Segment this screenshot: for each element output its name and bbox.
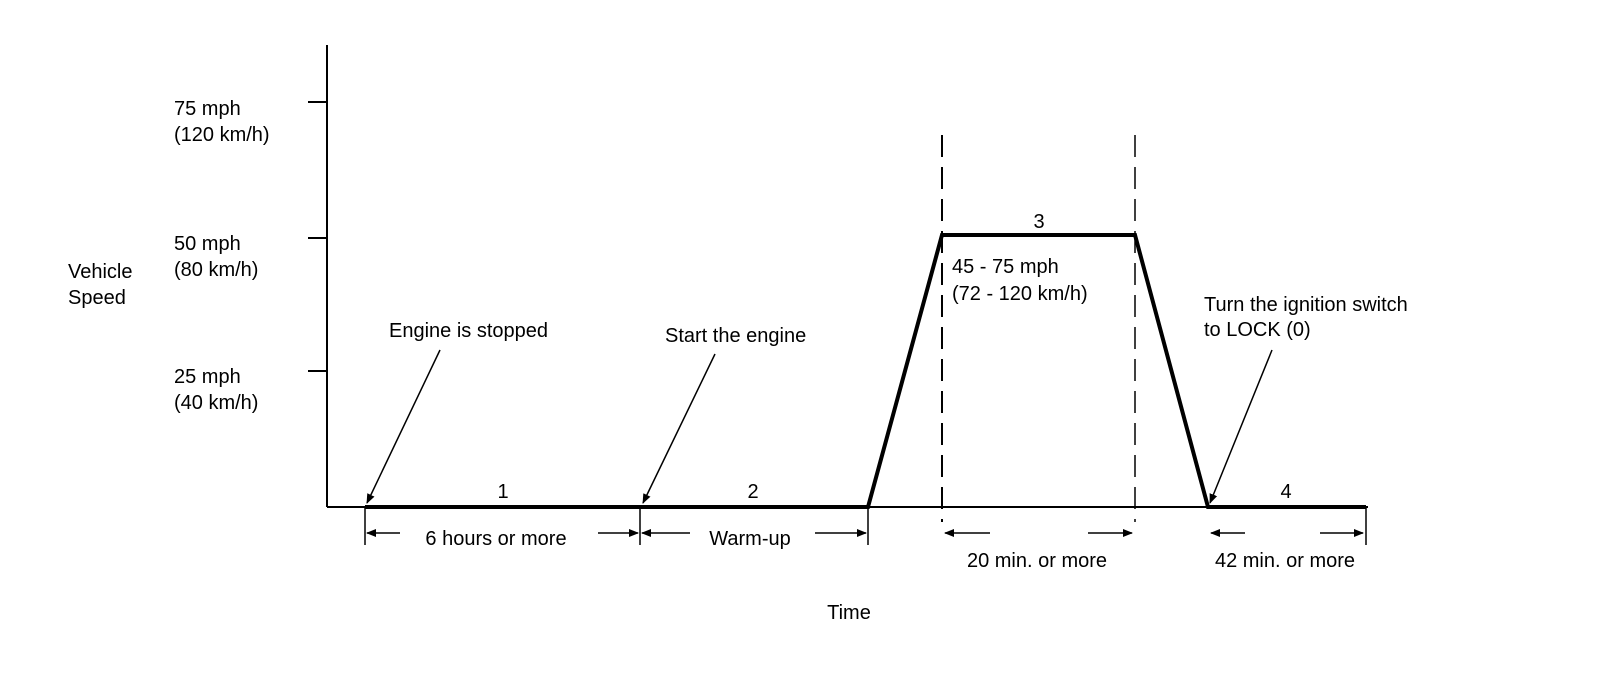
y-tick-label-75-mph: 75 mph (174, 98, 241, 120)
phase-4-number: 4 (1280, 481, 1291, 503)
y-axis-title-line2: Speed (68, 287, 126, 309)
y-tick-label-25-mph: 25 mph (174, 366, 241, 388)
speed-profile-line (365, 233, 1366, 509)
callout-engine-stopped: Engine is stopped (389, 320, 548, 342)
phase-3-speed-mph: 45 - 75 mph (952, 256, 1059, 278)
callout-ignition-line1: Turn the ignition switch (1204, 294, 1408, 316)
axes (308, 45, 1368, 508)
phase-3-speed-kmh: (72 - 120 km/h) (952, 283, 1088, 305)
phase-3-number: 3 (1033, 211, 1044, 233)
duration-2-label: Warm-up (709, 528, 790, 550)
y-tick-label-75-kmh: (120 km/h) (174, 124, 270, 146)
x-axis-title: Time (827, 602, 871, 624)
y-axis-title-line1: Vehicle (68, 261, 133, 283)
callout-engine-stopped-arrow (366, 349, 441, 504)
y-tick-label-25-kmh: (40 km/h) (174, 392, 258, 414)
y-tick-label-50-kmh: (80 km/h) (174, 259, 258, 281)
duration-4-label: 42 min. or more (1215, 550, 1355, 572)
duration-ticks (364, 507, 1367, 545)
duration-3-label: 20 min. or more (967, 550, 1107, 572)
callout-ignition-arrow (1209, 349, 1273, 504)
duration-1-label: 6 hours or more (425, 528, 566, 550)
phase-2-number: 2 (747, 481, 758, 503)
callout-ignition-line2: to LOCK (0) (1204, 319, 1311, 341)
callout-start-engine: Start the engine (665, 325, 806, 347)
y-tick-label-50-mph: 50 mph (174, 233, 241, 255)
phase-1-number: 1 (497, 481, 508, 503)
callout-start-engine-arrow (642, 353, 716, 504)
